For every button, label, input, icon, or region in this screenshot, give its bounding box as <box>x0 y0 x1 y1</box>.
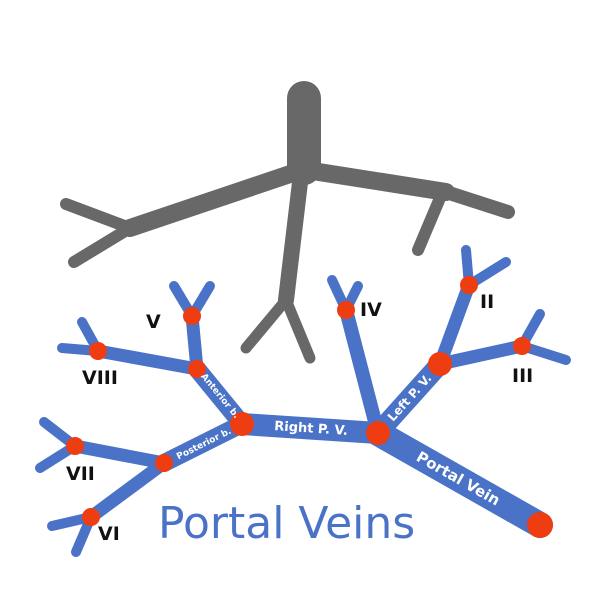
hepatic-vein-right-down <box>412 192 446 256</box>
hepatic-vein-right-end <box>439 185 515 219</box>
segment-vii-node <box>66 437 84 455</box>
segment-labels: II III IV V VIII VII VI <box>66 291 533 545</box>
segment-iv-label: IV <box>360 299 382 321</box>
segment-vii-label: VII <box>66 463 95 485</box>
segment-v-node <box>183 307 201 325</box>
portal-vein-label: Portal Vein <box>413 448 503 510</box>
left-portal-vein <box>368 354 450 443</box>
hepatic-vein-left-main <box>121 161 311 237</box>
segment-iv-node <box>337 301 355 319</box>
portal-vein-end-node <box>527 512 553 538</box>
anterior-to-viii <box>91 344 204 376</box>
posterior-branch <box>155 415 251 472</box>
segment-viii-label: VIII <box>82 367 118 389</box>
segment-ii-label: II <box>480 291 494 313</box>
hepatic-vein-left-upper <box>60 198 136 234</box>
branch-nodes <box>66 276 553 538</box>
left-pv-to-iii <box>433 339 529 371</box>
segment-iii-node <box>513 337 531 355</box>
hepatic-vein-left-lower <box>68 222 136 268</box>
posterior-to-vii <box>68 439 171 470</box>
portal-vein-main <box>365 420 553 538</box>
segment-ii-node <box>460 276 478 294</box>
right-pv-label: Right P. V. <box>274 419 349 439</box>
anterior-branch-node <box>188 360 206 378</box>
posterior-branch-node <box>155 454 173 472</box>
left-pv-label: Left P. V. <box>385 371 435 424</box>
hepatic-vein-middle-right <box>280 294 316 364</box>
right-portal-vein <box>231 413 389 444</box>
segment-v-label: V <box>146 311 161 333</box>
segment-viii-node <box>89 342 107 360</box>
hepatic-vein-middle <box>278 166 309 308</box>
right-pv-node <box>230 412 254 436</box>
segment-vi-label: VI <box>98 523 120 545</box>
diagram-title: Portal Veins <box>158 498 415 549</box>
segment-iii-label: III <box>512 365 533 387</box>
anterior-b-label: Anterior b. <box>198 372 241 421</box>
segment-vi-node <box>82 508 100 526</box>
left-pv-to-iv <box>339 303 385 440</box>
hepatic-vein-right-main <box>297 161 455 201</box>
left-pv-node <box>428 352 452 376</box>
hepatic-vein-middle-left <box>240 294 292 354</box>
left-pv-to-ii <box>433 278 476 371</box>
hepatic-veins <box>60 81 515 364</box>
posterior-to-vi <box>84 456 171 524</box>
bifurcation-node <box>366 421 390 445</box>
